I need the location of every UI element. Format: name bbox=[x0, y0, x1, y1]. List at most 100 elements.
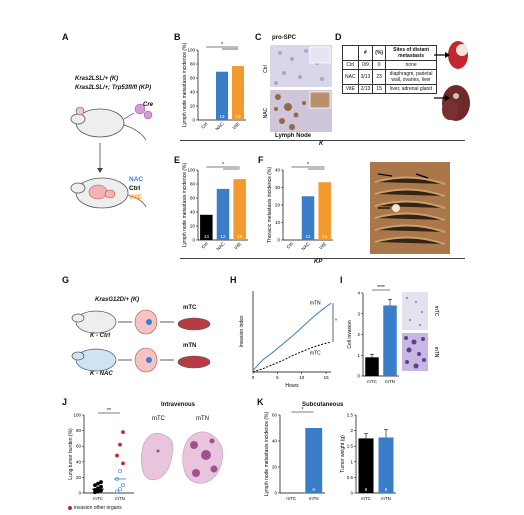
j-img-label-mtc: mTC bbox=[152, 416, 165, 422]
image-label-mtn: mTN bbox=[433, 347, 439, 358]
cre-label: Cre bbox=[143, 102, 154, 108]
x-tick-label: mTC bbox=[361, 496, 371, 501]
y-tick-label: 0 bbox=[192, 118, 195, 123]
bar-nac bbox=[301, 196, 315, 240]
y-tick-label: 40 bbox=[272, 439, 278, 444]
y-tick-label: 20 bbox=[272, 465, 278, 470]
chart-i: 0 1 2 3 4 Cell invasion mTC mTN **** bbox=[347, 285, 399, 384]
significance-mark: ** bbox=[107, 408, 111, 414]
significance-mark: ** bbox=[335, 319, 337, 325]
thoracic-photo bbox=[370, 162, 450, 254]
y-axis-label: Invasion index bbox=[239, 315, 245, 347]
n-label: 6 bbox=[290, 487, 293, 492]
mouse-top-icon bbox=[70, 106, 147, 141]
x-tick-label: 15 bbox=[324, 375, 330, 380]
panel-letter-e: E bbox=[174, 155, 181, 165]
series-label: mTN bbox=[310, 300, 321, 306]
panel-a-genotypes: Kras2LSL/+ (K) Kras2LSL/+; Trp53fl/fl (K… bbox=[75, 75, 151, 93]
chart-k2: 0 0.5 1 1.5 2 2.5 Tumor weight (g) 6 mTC 6 mTN bbox=[340, 413, 396, 501]
bar-vite bbox=[233, 179, 246, 240]
data-point bbox=[96, 489, 100, 494]
x-tick-label: Ctrl bbox=[286, 241, 294, 249]
panel-letter-i: I bbox=[340, 275, 343, 285]
x-tick-label: mTC bbox=[286, 496, 296, 501]
divider-kp-label: KP bbox=[314, 259, 323, 265]
panel-letter-f: F bbox=[258, 155, 264, 165]
lung-icon bbox=[134, 309, 158, 335]
metastasis-table: # (%) Sites of distant metastasis Ctrl 0/… bbox=[342, 45, 438, 94]
y-tick-label: 3 bbox=[357, 311, 360, 316]
y-tick-label: 0 bbox=[357, 374, 360, 379]
lung-icon bbox=[134, 347, 158, 373]
panel-letter-a: A bbox=[62, 32, 69, 42]
x-tick-label: Ctrl bbox=[200, 121, 208, 129]
x-tick-label: NAC bbox=[214, 121, 225, 132]
y-tick-label: 80 bbox=[190, 182, 196, 187]
series-line-mtc bbox=[252, 341, 332, 373]
row-label-nac: NAC bbox=[263, 107, 269, 118]
x-tick-label: 5 bbox=[276, 375, 279, 380]
y-tick-label: 1 bbox=[350, 459, 353, 464]
panel-letter-b: B bbox=[174, 32, 181, 42]
data-point bbox=[115, 453, 119, 458]
y-tick-label: 0 bbox=[192, 238, 195, 243]
n-label: 14 bbox=[289, 234, 295, 239]
x-tick-label: Ctrl bbox=[201, 241, 209, 249]
y-tick-label: 0 bbox=[78, 491, 81, 496]
panel-g-schematic bbox=[71, 309, 211, 373]
panel-letter-k: K bbox=[257, 397, 264, 407]
bar-vite bbox=[232, 66, 244, 120]
n-label: 6 bbox=[312, 487, 315, 492]
y-tick-label: 20 bbox=[275, 203, 281, 208]
y-axis-label: Thoracic metastasis incidence (%) bbox=[267, 167, 273, 243]
y-tick-label: 20 bbox=[190, 104, 196, 109]
group-vite: VitE bbox=[129, 194, 142, 201]
x-tick-label: mTN bbox=[385, 379, 395, 384]
n-label: 15 bbox=[237, 234, 243, 239]
panel-letter-h: H bbox=[230, 275, 237, 285]
x-tick-label: 0 bbox=[252, 375, 255, 380]
genotype-k: Kras2LSL/+ (K) bbox=[75, 76, 119, 82]
red-dot-icon bbox=[68, 506, 72, 510]
x-tick-label: mTC bbox=[367, 379, 377, 384]
data-point bbox=[121, 430, 125, 435]
row-label-ctrl: Ctrl bbox=[263, 65, 269, 73]
x-tick-label: NAC bbox=[300, 241, 311, 252]
bar-ctrl bbox=[200, 214, 213, 240]
y-axis-label: Tumor weight (g) bbox=[340, 435, 346, 473]
chart-h: 0 5 10 15 Hours Invasion index mTN mTC ** bbox=[239, 291, 337, 388]
table-header-row: # (%) Sites of distant metastasis bbox=[342, 45, 438, 61]
y-tick-label: 60 bbox=[190, 196, 196, 201]
n-label: 6 bbox=[365, 487, 368, 492]
y-tick-label: 1 bbox=[357, 353, 360, 358]
data-point bbox=[118, 469, 122, 474]
k-nac-label: K - NAC bbox=[90, 371, 113, 377]
culture-dish-icon bbox=[177, 317, 211, 331]
data-point bbox=[118, 442, 122, 447]
x-tick-label: 10 bbox=[299, 375, 305, 380]
k-ctrl-label: K - Ctrl bbox=[90, 333, 110, 339]
y-tick-label: 2 bbox=[357, 332, 360, 337]
lung-histology bbox=[141, 431, 224, 484]
mtc-lung-section bbox=[141, 432, 174, 481]
y-tick-label: 100 bbox=[73, 413, 81, 418]
n-label: 12 bbox=[220, 234, 226, 239]
divider-k bbox=[180, 140, 465, 141]
data-point bbox=[99, 484, 103, 489]
x-tick-label: NAC bbox=[215, 241, 226, 252]
y-tick-label: 20 bbox=[190, 224, 196, 229]
y-tick-label: 1.5 bbox=[347, 444, 354, 449]
intravenous-title: Intravenous bbox=[161, 402, 196, 408]
bar-nac bbox=[216, 188, 230, 240]
y-tick-label: 80 bbox=[76, 428, 82, 433]
y-tick-label: 0 bbox=[350, 491, 353, 496]
group-ctrl: Ctrl bbox=[129, 185, 141, 192]
subcutaneous-title: Subcutaneous bbox=[302, 402, 344, 408]
cre-virus-icon bbox=[123, 103, 153, 120]
y-tick-label: 2 bbox=[350, 428, 353, 433]
group-legend: NAC Ctrl VitE bbox=[129, 175, 143, 202]
chart-j: 0 20 40 60 80 100 Lung tumor burden (%) mTC mTN *… bbox=[68, 408, 134, 501]
